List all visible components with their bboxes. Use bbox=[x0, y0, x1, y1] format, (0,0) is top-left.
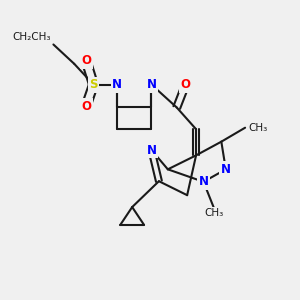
Text: O: O bbox=[81, 54, 91, 67]
Text: O: O bbox=[81, 100, 91, 112]
Text: CH₃: CH₃ bbox=[248, 123, 267, 133]
Text: O: O bbox=[181, 78, 191, 91]
Text: CH₂CH₃: CH₂CH₃ bbox=[12, 32, 50, 41]
Text: N: N bbox=[146, 78, 157, 91]
Text: N: N bbox=[199, 175, 208, 188]
Text: N: N bbox=[221, 163, 231, 176]
Text: N: N bbox=[146, 143, 157, 157]
Text: S: S bbox=[89, 78, 98, 91]
Text: CH₃: CH₃ bbox=[204, 208, 224, 218]
Text: N: N bbox=[112, 78, 122, 91]
